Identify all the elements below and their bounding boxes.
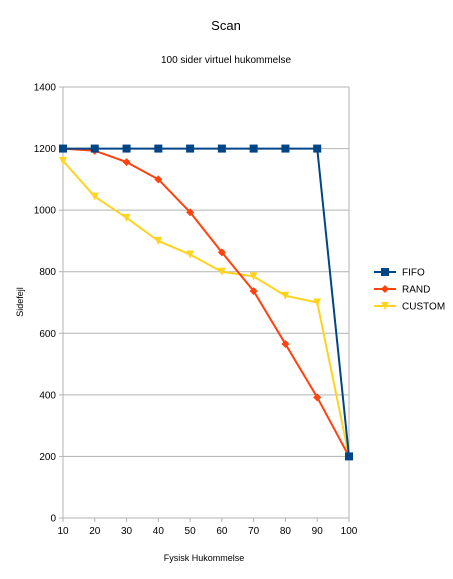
x-tick-label: 30 xyxy=(121,526,133,537)
data-point-fifo xyxy=(122,144,131,153)
data-point-fifo xyxy=(186,144,195,153)
series-fifo xyxy=(59,144,353,461)
data-point-custom xyxy=(59,156,67,165)
data-point-fifo xyxy=(90,144,99,153)
x-tick-label: 70 xyxy=(248,526,260,537)
legend-marker-rand xyxy=(381,285,389,293)
x-tick-label: 60 xyxy=(216,526,228,537)
series-line-custom xyxy=(62,160,350,457)
x-tick-label: 90 xyxy=(312,526,324,537)
data-point-rand xyxy=(249,287,258,296)
x-tick-label: 10 xyxy=(57,526,69,537)
x-tick-label: 50 xyxy=(185,526,197,537)
data-point-fifo xyxy=(345,452,353,461)
data-point-rand xyxy=(122,158,131,167)
data-point-custom xyxy=(90,192,99,201)
data-point-fifo xyxy=(249,144,258,153)
y-tick-label: 1200 xyxy=(34,144,57,155)
plot-border xyxy=(62,86,350,519)
series-layer xyxy=(59,144,353,461)
legend-item-rand: RAND xyxy=(374,285,430,296)
gridlines xyxy=(63,86,349,519)
y-axis-label: Sidefejl xyxy=(15,287,25,317)
y-tick-label: 1000 xyxy=(34,206,57,217)
x-tick-label: 20 xyxy=(89,526,101,537)
data-point-custom xyxy=(122,213,131,222)
data-point-custom xyxy=(281,291,290,300)
series-rand xyxy=(59,144,353,461)
legend-label-custom: CUSTOM xyxy=(402,302,445,313)
series-custom xyxy=(59,156,353,461)
data-point-rand xyxy=(281,340,290,349)
x-axis-label: Fysisk Hukommelse xyxy=(164,553,245,563)
series-line-rand xyxy=(62,147,350,457)
y-tick-label: 1400 xyxy=(34,83,57,94)
x-tick-label: 100 xyxy=(341,526,358,537)
legend-label-rand: RAND xyxy=(402,285,430,296)
data-point-custom xyxy=(217,267,226,276)
data-point-fifo xyxy=(59,144,67,153)
data-point-rand xyxy=(154,175,163,184)
x-tick-label: 40 xyxy=(153,526,165,537)
tick-labels: 0 200 400 600 800 1000 1200 1400 10 20 30 40 50 60 70 8… xyxy=(34,83,358,538)
legend-item-fifo: FIFO xyxy=(374,268,425,279)
y-tick-label: 0 xyxy=(50,514,56,525)
data-point-rand xyxy=(313,393,322,402)
chart-title: Scan xyxy=(211,18,241,33)
y-tick-label: 800 xyxy=(39,267,56,278)
data-point-fifo xyxy=(217,144,226,153)
data-point-fifo xyxy=(313,144,322,153)
data-point-custom xyxy=(313,298,322,307)
data-point-custom xyxy=(154,236,163,245)
legend-marker-custom xyxy=(381,302,389,310)
x-tick-label: 80 xyxy=(280,526,292,537)
y-tick-label: 200 xyxy=(39,452,56,463)
legend-marker-fifo xyxy=(381,268,389,276)
series-line-fifo xyxy=(63,147,350,457)
chart-subtitle: 100 sider virtuel hukommelse xyxy=(161,55,291,66)
y-tick-label: 600 xyxy=(39,329,56,340)
data-point-fifo xyxy=(154,144,163,153)
axes xyxy=(59,86,350,522)
legend-item-custom: CUSTOM xyxy=(374,302,445,313)
data-point-custom xyxy=(186,250,195,259)
y-tick-label: 400 xyxy=(39,390,56,401)
legend-label-fifo: FIFO xyxy=(402,268,425,279)
legend: FIFO RAND CUSTOM xyxy=(374,268,445,313)
data-point-rand xyxy=(186,208,195,217)
data-point-rand xyxy=(217,248,226,257)
data-point-fifo xyxy=(281,144,290,153)
data-point-custom xyxy=(249,272,258,281)
